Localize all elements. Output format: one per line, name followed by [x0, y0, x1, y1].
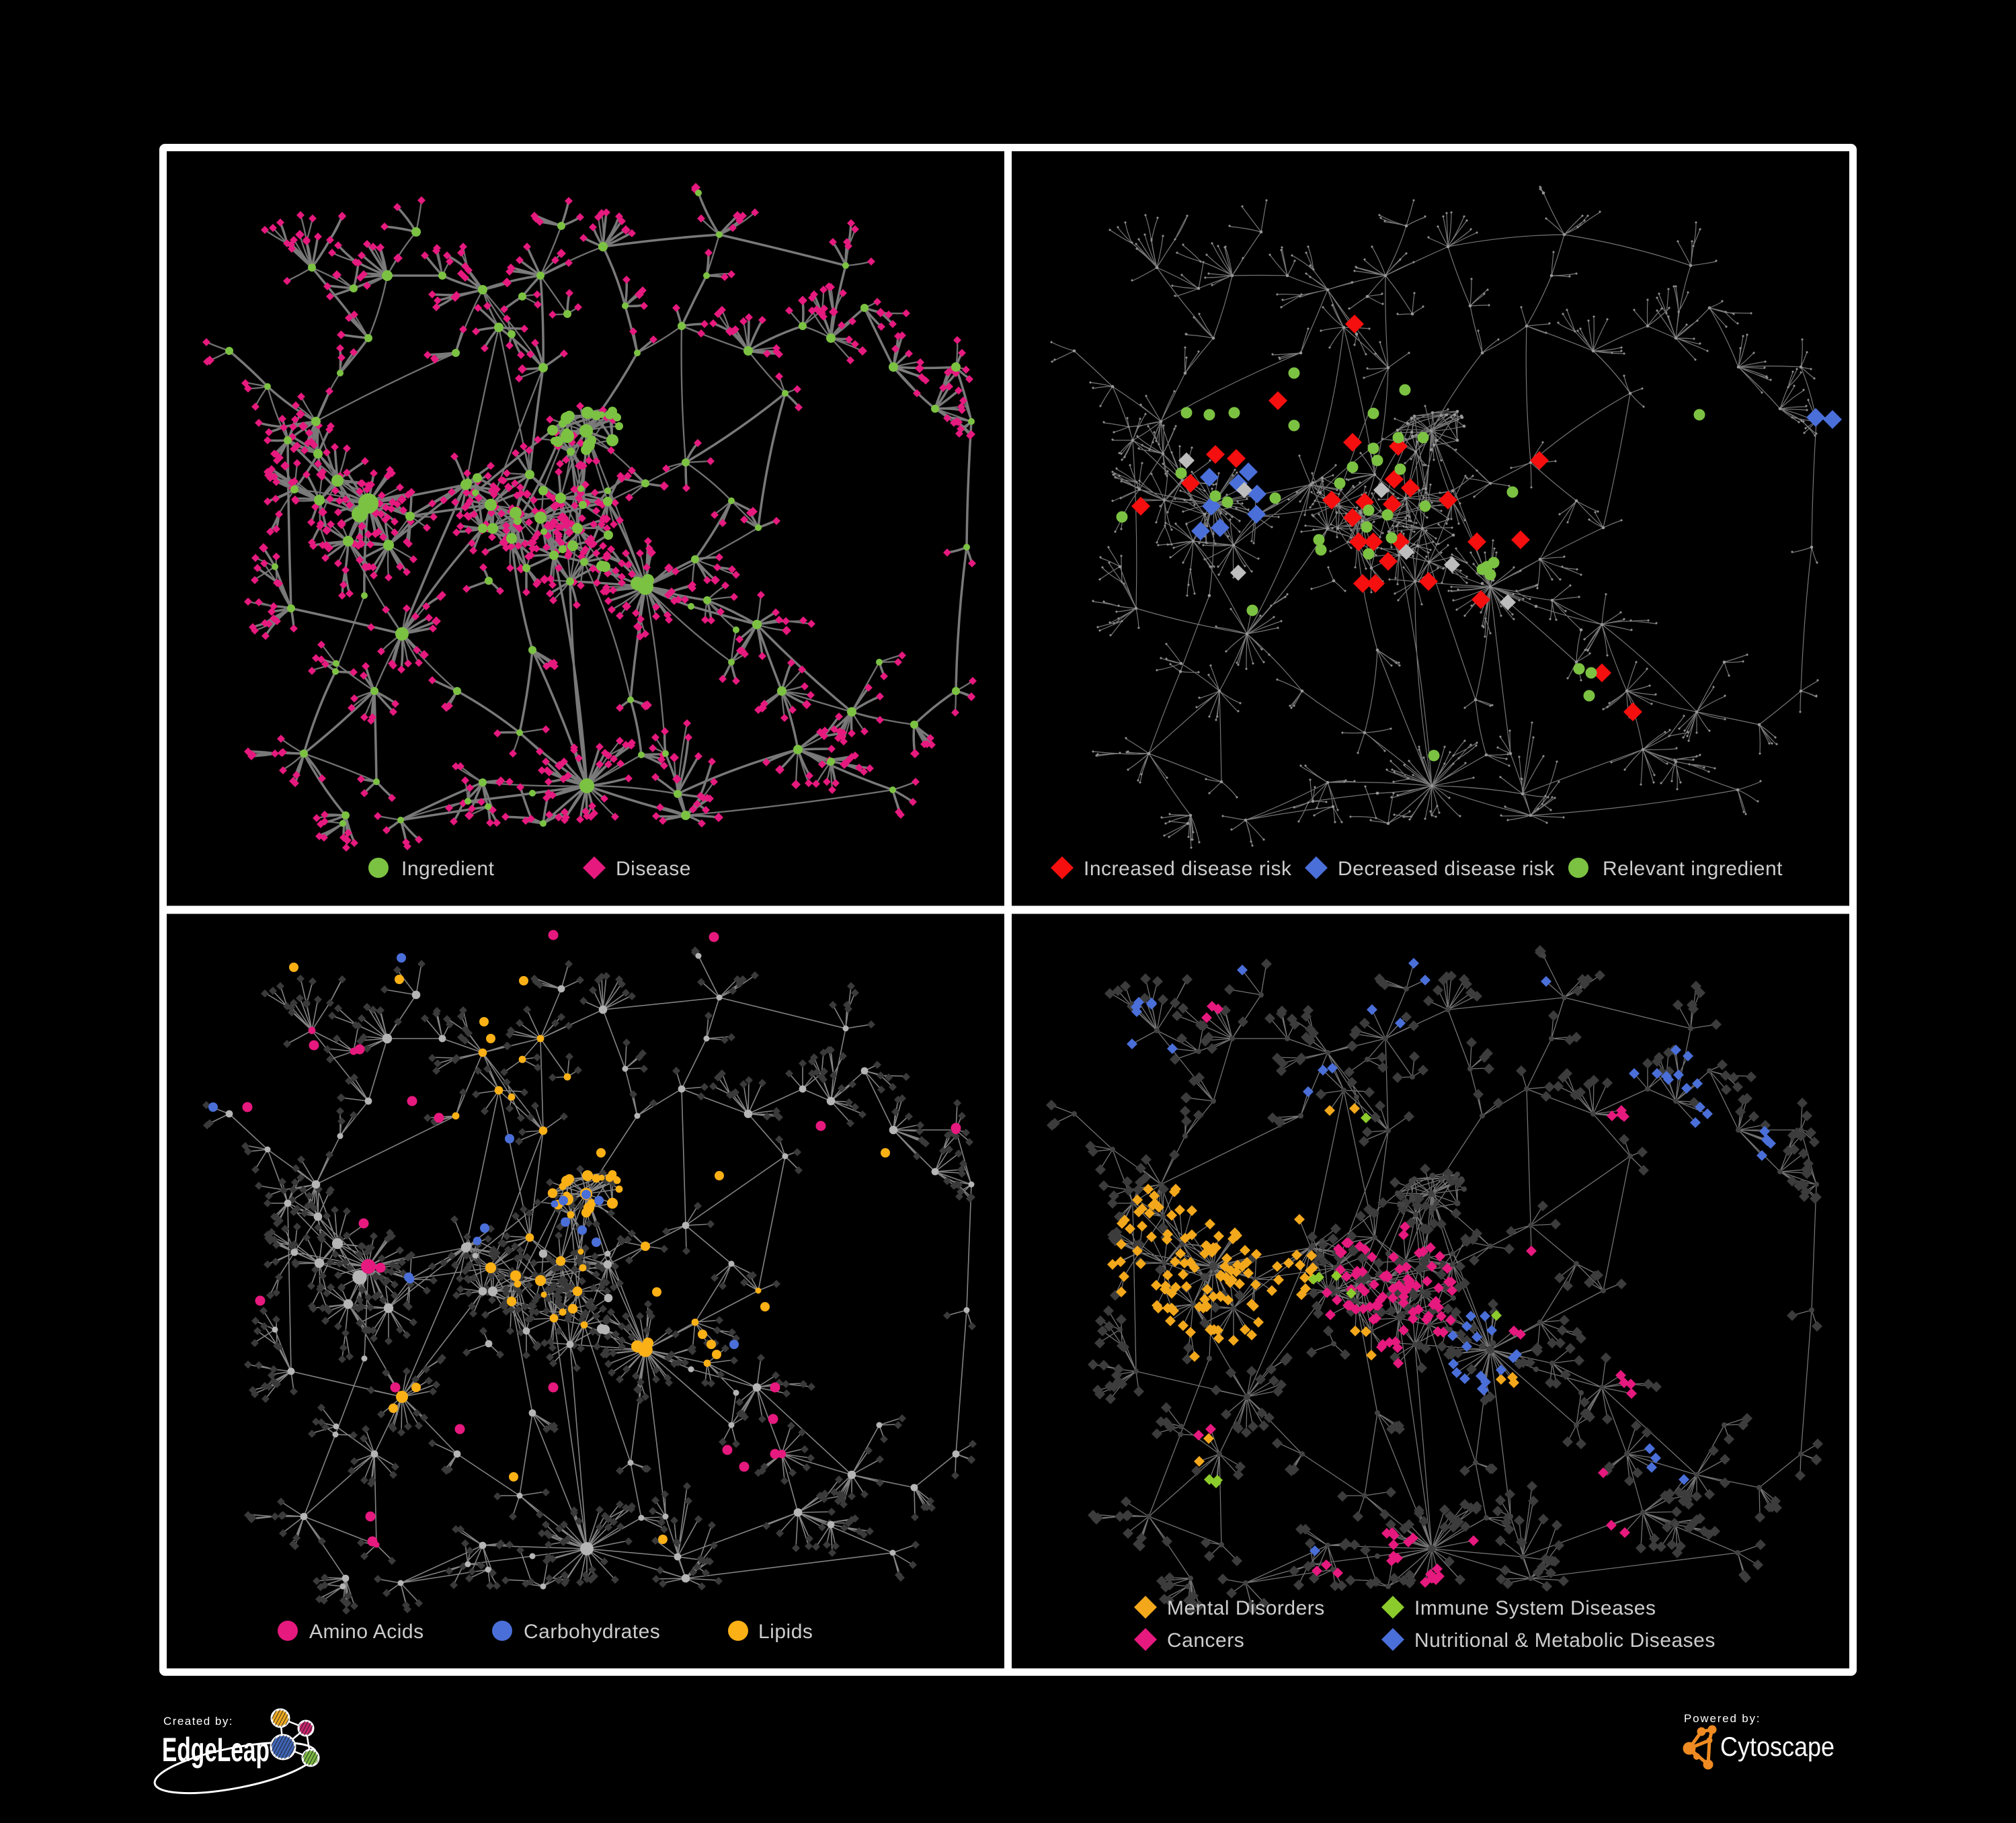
svg-text:Carbohydrates: Carbohydrates	[524, 1621, 660, 1643]
svg-text:Relevant ingredient: Relevant ingredient	[1603, 858, 1783, 880]
svg-text:Mental Disorders: Mental Disorders	[1167, 1597, 1325, 1619]
svg-text:Powered by:: Powered by:	[1684, 1712, 1760, 1725]
svg-text:Immune System Diseases: Immune System Diseases	[1414, 1597, 1656, 1619]
svg-text:Created by:: Created by:	[163, 1715, 233, 1728]
svg-text:Increased disease risk: Increased disease risk	[1084, 858, 1292, 880]
svg-text:Decreased disease risk: Decreased disease risk	[1338, 858, 1555, 880]
svg-text:Nutritional & Metabolic Diseas: Nutritional & Metabolic Diseases	[1414, 1629, 1716, 1652]
svg-text:Ingredient: Ingredient	[401, 858, 495, 880]
svg-text:Cancers: Cancers	[1167, 1629, 1244, 1652]
svg-text:Amino Acids: Amino Acids	[309, 1621, 424, 1643]
svg-text:Lipids: Lipids	[758, 1621, 813, 1643]
svg-text:Disease: Disease	[616, 858, 691, 880]
svg-text:Cytoscape: Cytoscape	[1720, 1732, 1834, 1762]
